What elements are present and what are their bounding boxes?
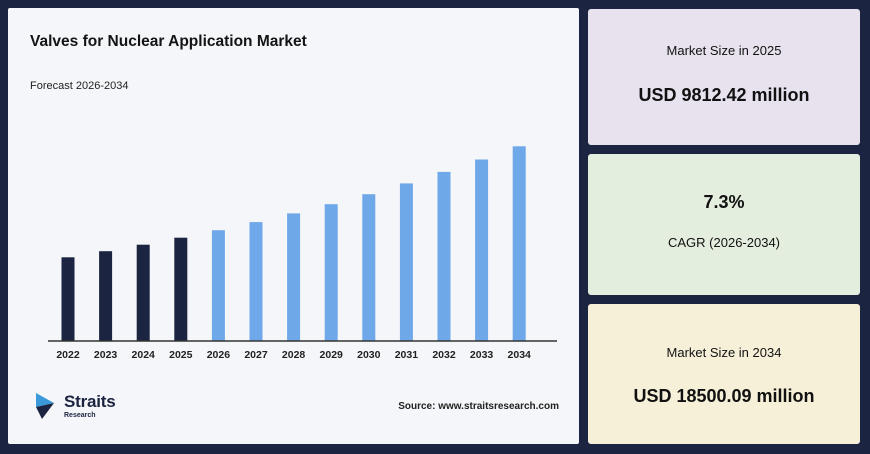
market-size-2025-card: Market Size in 2025 USD 9812.42 million xyxy=(588,9,860,145)
bar-2028 xyxy=(287,213,301,341)
card-label: CAGR (2026-2034) xyxy=(668,235,780,250)
x-tick-label: 2022 xyxy=(56,349,80,361)
card-value: 7.3% xyxy=(703,192,745,212)
card-label: Market Size in 2025 xyxy=(666,43,782,58)
bar-2024 xyxy=(136,244,150,341)
bar-2029 xyxy=(324,204,338,341)
x-tick-label: 2032 xyxy=(432,349,456,361)
bar-chart: 2022 2023 2024 2025 2026 2027 2028 2029 2030 2031… xyxy=(48,146,557,361)
bar-2027 xyxy=(249,222,263,341)
chart-subtitle: Forecast 2026-2034 xyxy=(30,80,129,92)
market-size-2034-card: Market Size in 2034 USD 18500.09 million xyxy=(588,304,860,444)
x-tick-label: 2025 xyxy=(169,349,193,361)
x-tick-label: 2030 xyxy=(357,349,381,361)
straits-logo-icon xyxy=(36,393,54,419)
straits-logo: Straits Research xyxy=(34,389,144,429)
source-text: Source: www.straitsresearch.com xyxy=(398,401,559,412)
x-tick-label: 2024 xyxy=(132,349,156,361)
bar-2030 xyxy=(362,194,376,341)
bar-2023 xyxy=(99,251,113,341)
card-label: Market Size in 2034 xyxy=(666,345,782,360)
bar-2022 xyxy=(61,257,75,341)
x-tick-label: 2034 xyxy=(508,349,532,361)
chart-panel: Valves for Nuclear Application Market Fo… xyxy=(8,8,579,444)
bar-2025 xyxy=(174,237,188,341)
card-value: USD 18500.09 million xyxy=(633,386,815,406)
cagr-card: 7.3% CAGR (2026-2034) xyxy=(588,154,860,295)
bar-2026 xyxy=(211,230,225,341)
bar-2033 xyxy=(475,159,489,341)
x-tick-label: 2027 xyxy=(244,349,268,361)
x-tick-label: 2033 xyxy=(470,349,494,361)
x-tick-label: 2023 xyxy=(94,349,118,361)
card-value: USD 9812.42 million xyxy=(638,85,810,105)
logo-name: Straits xyxy=(64,392,116,411)
logo-sub: Research xyxy=(64,412,96,419)
x-tick-label: 2026 xyxy=(207,349,231,361)
bar-2032 xyxy=(437,171,451,341)
bar-2031 xyxy=(399,183,413,341)
x-tick-label: 2028 xyxy=(282,349,306,361)
chart-title: Valves for Nuclear Application Market xyxy=(30,33,307,50)
x-tick-label: 2029 xyxy=(320,349,344,361)
x-tick-label: 2031 xyxy=(395,349,419,361)
bar-2034 xyxy=(512,146,526,341)
